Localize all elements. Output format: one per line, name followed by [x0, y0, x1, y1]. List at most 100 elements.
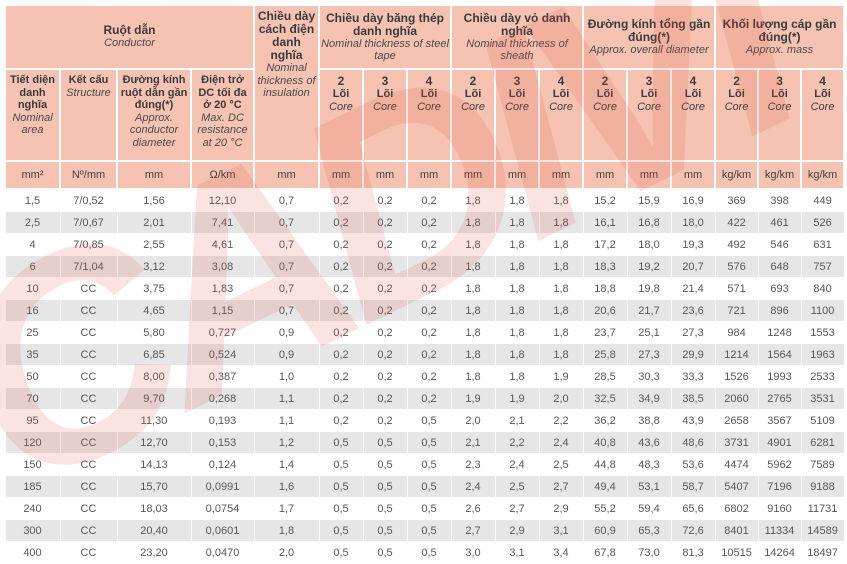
data-cell: 7/0,52	[59, 188, 118, 212]
data-cell: 0,2	[318, 387, 364, 410]
data-cell: 18,0	[626, 233, 672, 256]
data-cell: 1214	[714, 343, 759, 366]
data-cell: 300	[4, 519, 61, 542]
data-cell: 8,00	[116, 365, 192, 388]
data-cell: 70	[4, 387, 61, 410]
data-cell: 3731	[714, 431, 759, 454]
sub-conductor-diameter-vi: Đường kính ruột dẫn gần đúng(*)	[120, 74, 188, 111]
data-cell: 25,1	[626, 321, 672, 344]
core-header-cell: 3 Lõi Core	[494, 68, 541, 162]
data-cell: 1,8	[538, 255, 584, 278]
data-cell: 1,8	[494, 211, 540, 234]
sub-dc-resistance-en: Max. DC resistance at 20 °C	[197, 111, 248, 149]
data-cell: 18,8	[582, 277, 628, 300]
data-cell: CC	[59, 475, 118, 498]
data-cell: 16	[4, 299, 61, 322]
data-cell: 0,2	[362, 387, 408, 410]
data-cell: 0,5	[406, 431, 452, 454]
unit-cell: kg/km	[800, 160, 846, 190]
group-sheath-en: Nominal thickness of sheath	[466, 37, 568, 63]
sub-header-row: Tiết diện danh nghĩa Nominal area Kết cấ…	[4, 68, 846, 162]
data-cell: 0,5	[318, 453, 364, 476]
data-cell: 7,41	[190, 211, 255, 234]
data-cell: 0,2	[406, 387, 452, 410]
data-cell: 240	[4, 497, 61, 520]
data-cell: 0,2	[318, 211, 364, 234]
table-row: 10 CC 3,75 1,83 0,7 0,2 0,2 0,2 1,8 1,8 1,8 18,8 19,…	[4, 277, 845, 300]
data-cell: 2,7	[450, 519, 496, 542]
unit-cell: mm	[538, 160, 585, 190]
data-cell: 0,7	[253, 277, 320, 300]
data-cell: 0,387	[190, 365, 255, 388]
data-cell: 11334	[757, 519, 802, 542]
data-cell: 2,0	[538, 387, 584, 410]
data-cell: 461	[757, 211, 802, 234]
data-cell: 1,8	[253, 519, 320, 542]
unit-row: mm² Nº/mm mm Ω/km mm mm mm mm mm mm mm mm mm mm kg/km k…	[4, 160, 846, 190]
data-cell: 95	[4, 409, 61, 432]
data-cell: 2,9	[494, 519, 540, 542]
data-cell: 49,4	[582, 475, 628, 498]
sub-conductor-diameter-en: Approx. conductor diameter	[129, 111, 179, 149]
data-cell: 11731	[800, 497, 845, 520]
data-cell: 1,9	[494, 387, 540, 410]
data-cell: 1,15	[190, 299, 255, 322]
data-cell: 30,3	[626, 365, 672, 388]
data-cell: 0,7	[253, 211, 320, 234]
data-cell: 7/0,85	[59, 233, 118, 256]
data-cell: 2658	[714, 409, 759, 432]
data-cell: 1,56	[116, 188, 192, 212]
sub-nominal-area: Tiết diện danh nghĩa Nominal area	[4, 68, 61, 162]
data-cell: 0,268	[190, 387, 255, 410]
data-cell: 23,7	[582, 321, 628, 344]
group-sheath-vi: Chiều dày vỏ danh nghĩa	[463, 10, 571, 38]
data-cell: 1,8	[538, 188, 584, 212]
data-cell: 2,3	[450, 453, 496, 476]
table-row: 4 7/0,85 2,55 4,61 0,7 0,2 0,2 0,2 1,8 1,8 1,8 17,2…	[4, 233, 845, 256]
data-cell: 1,8	[538, 299, 584, 322]
data-cell: 1,8	[450, 188, 496, 212]
group-overall-diameter-en: Approx. overall diameter	[589, 43, 709, 56]
data-cell: 58,7	[670, 475, 716, 498]
data-cell: 0,5	[406, 497, 452, 520]
data-cell: 1,8	[450, 321, 496, 344]
data-cell: 28,5	[582, 365, 628, 388]
unit-cell: mm	[450, 160, 497, 190]
data-cell: 3,12	[116, 255, 192, 278]
data-cell: 0,2	[406, 365, 452, 388]
unit-cell: Ω/km	[190, 160, 255, 190]
data-cell: 5962	[757, 453, 802, 476]
sub-structure: Kết cấu Structure	[59, 68, 118, 162]
data-cell: CC	[59, 299, 118, 322]
data-cell: 1,5	[4, 188, 61, 212]
data-cell: CC	[59, 321, 118, 344]
data-cell: 0,2	[406, 255, 452, 278]
data-cell: 3,1	[538, 519, 584, 542]
cable-spec-table: Ruột dẫn Conductor Chiều dày cách điện d…	[4, 4, 846, 564]
data-cell: 6,85	[116, 343, 192, 366]
table-row: 150 CC 14,13 0,124 1,4 0,5 0,5 0,5 2,3 2,4 2,5 44,8…	[4, 453, 845, 476]
data-cell: 18,3	[582, 255, 628, 278]
core-header-cell: 4 Lõi Core	[405, 68, 453, 162]
data-cell: 27,3	[670, 321, 716, 344]
core-header-cell: 4 Lõi Core	[538, 68, 585, 162]
data-cell: 15,70	[116, 475, 192, 498]
data-cell: 36,2	[582, 409, 628, 432]
unit-cell: mm	[670, 160, 717, 190]
unit-cell: mm	[626, 160, 673, 190]
data-cell: 16,9	[670, 188, 716, 212]
data-cell: 20,7	[670, 255, 716, 278]
unit-cell: mm	[405, 160, 453, 190]
data-cell: 422	[714, 211, 759, 234]
data-cell: 0,124	[190, 453, 255, 476]
data-cell: 20,6	[582, 299, 628, 322]
data-cell: 2,5	[538, 453, 584, 476]
data-cell: 2,5	[4, 211, 61, 234]
data-cell: 65,3	[626, 519, 672, 542]
data-cell: 1,8	[450, 211, 496, 234]
data-cell: 0,193	[190, 409, 255, 432]
group-steel-tape-en: Nominal thickness of steel tape	[321, 37, 449, 63]
data-cell: CC	[59, 453, 118, 476]
data-cell: 0,2	[362, 299, 408, 322]
